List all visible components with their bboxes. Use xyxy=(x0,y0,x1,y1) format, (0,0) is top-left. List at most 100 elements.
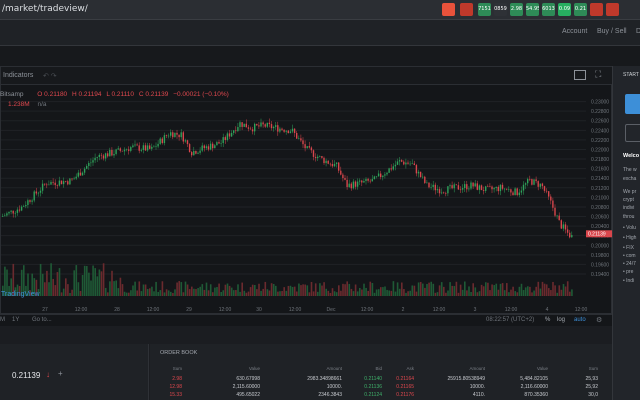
volume-bar xyxy=(191,286,193,296)
candle xyxy=(365,178,367,181)
candle xyxy=(157,143,159,147)
address-bar[interactable]: /market/tradeview/ xyxy=(2,4,88,14)
volume-bar xyxy=(222,290,225,296)
volume-bar xyxy=(472,283,474,296)
ext-54.95[interactable]: 54.95 xyxy=(526,3,539,16)
login-button[interactable] xyxy=(625,124,640,142)
order-book-cell[interactable]: 2983.34898661 xyxy=(307,376,342,382)
order-book-cell[interactable]: 10000. xyxy=(469,384,485,390)
price-tick: 0.21800 xyxy=(591,157,609,163)
candle xyxy=(182,132,184,142)
triangle-icon[interactable] xyxy=(460,3,473,16)
order-book-cell[interactable]: 25915.80538949 xyxy=(447,376,485,382)
order-book-cell[interactable]: 0.21140 xyxy=(364,376,382,382)
volume-bar xyxy=(23,265,25,296)
volume-bar xyxy=(443,286,445,296)
chart-settings-icon[interactable]: ⚙ xyxy=(596,317,603,324)
volume-bar xyxy=(424,287,426,296)
ext-0.21[interactable]: 0.21 xyxy=(574,3,587,16)
candle xyxy=(220,143,222,144)
volume-bar xyxy=(329,292,332,296)
order-book-cell[interactable]: 15.33 xyxy=(169,392,182,398)
volume-bar xyxy=(363,283,365,296)
tradingview-watermark[interactable]: TradingView xyxy=(1,291,40,298)
order-book-cell[interactable]: 0.21164 xyxy=(396,376,414,382)
order-book-cell[interactable]: 4110. xyxy=(472,392,485,398)
candle xyxy=(533,179,535,185)
order-book-cell[interactable]: 630.67998 xyxy=(236,376,260,382)
nav-more[interactable]: D xyxy=(636,28,640,35)
volume-bar xyxy=(205,282,208,296)
ext-6013[interactable]: 6013 xyxy=(542,3,555,16)
order-book-cell[interactable]: 0.21136 xyxy=(364,384,382,390)
ext-0859[interactable]: 0859 xyxy=(494,3,507,16)
order-book-cell[interactable]: 10000. xyxy=(326,384,342,390)
ext-7151[interactable]: 7151 xyxy=(478,3,491,16)
volume-bar xyxy=(54,285,57,296)
candle xyxy=(228,133,231,137)
time-tick: 12:00 xyxy=(433,307,446,313)
order-book-cell[interactable]: 25,92 xyxy=(585,384,598,390)
range-m[interactable]: M xyxy=(0,317,5,323)
range-1y[interactable]: 1Y xyxy=(12,317,20,323)
tradingview-chart[interactable]: Indicators ↶ ↷ ⛶ 0.23000 0.22800 0.22600 0.… xyxy=(0,66,613,314)
order-book-cell[interactable]: 2.98 xyxy=(172,376,182,382)
volume-bar xyxy=(60,292,63,296)
volume-bar xyxy=(81,274,84,296)
candle xyxy=(323,157,325,164)
chart-clock: 08:22:57 (UTC+2) xyxy=(486,317,535,323)
volume-bar xyxy=(115,280,117,296)
percent-toggle[interactable]: % xyxy=(545,317,551,323)
log-toggle[interactable]: log xyxy=(557,317,566,323)
candle xyxy=(333,163,336,167)
order-book-cell[interactable]: 2,116.60000 xyxy=(520,384,548,390)
order-book-cell[interactable]: 870.35360 xyxy=(524,392,548,398)
volume-bar xyxy=(512,286,514,296)
volume-bar xyxy=(228,285,231,296)
order-book-cell[interactable]: 0.21124 xyxy=(364,392,382,398)
layout-icon[interactable] xyxy=(574,70,586,80)
candle xyxy=(96,156,98,158)
chart-canvas[interactable]: 0.23000 0.22800 0.22600 0.22400 0.22200 0.220… xyxy=(1,84,613,314)
volume-bar xyxy=(207,290,210,296)
candle xyxy=(403,161,405,165)
last-price-label: 0.21139 xyxy=(588,231,606,237)
flag-icon[interactable] xyxy=(590,3,603,16)
ext-2.98[interactable]: 2.98 xyxy=(510,3,523,16)
order-book-cell[interactable]: 12.98 xyxy=(169,384,182,390)
goto-button[interactable]: Go to... xyxy=(32,317,52,323)
candle xyxy=(508,189,510,190)
add-button[interactable]: + xyxy=(58,369,63,378)
candle xyxy=(428,182,430,188)
ext-0.09[interactable]: 0.09 xyxy=(558,3,571,16)
header-strip xyxy=(0,46,640,66)
volume-bar xyxy=(474,287,477,296)
candle xyxy=(283,129,285,132)
candle xyxy=(461,187,464,190)
auto-toggle[interactable]: auto xyxy=(574,317,586,323)
brave-icon[interactable] xyxy=(442,3,455,16)
nav-buy-sell[interactable]: Buy / Sell xyxy=(597,28,627,35)
volume-bar xyxy=(83,265,86,296)
volume-bar xyxy=(245,292,248,296)
order-book-cell[interactable]: 5,484.82105 xyxy=(520,376,548,382)
candle xyxy=(8,211,10,214)
order-book-cell[interactable]: 30,0 xyxy=(588,392,598,398)
candle xyxy=(298,138,300,139)
order-book-cell[interactable]: 25,93 xyxy=(585,376,598,382)
indicators-button[interactable]: Indicators xyxy=(3,72,34,79)
volume-bar xyxy=(543,283,546,296)
nav-account[interactable]: Account xyxy=(562,28,588,35)
order-book-cell[interactable]: 2346.3843 xyxy=(318,392,342,398)
menu-icon[interactable] xyxy=(606,3,619,16)
order-book-cell[interactable]: 0.21176 xyxy=(396,392,414,398)
fullscreen-icon[interactable]: ⛶ xyxy=(595,69,602,79)
start-button[interactable] xyxy=(625,94,640,114)
undo-icon[interactable]: ↶ ↷ xyxy=(43,73,57,80)
candle xyxy=(144,145,147,151)
order-book-cell[interactable]: 0.21165 xyxy=(396,384,414,390)
order-book-cell[interactable]: 2,115.60000 xyxy=(232,384,260,390)
order-book-cell[interactable]: 495.65022 xyxy=(236,392,260,398)
candle xyxy=(35,191,37,194)
volume-bar xyxy=(482,286,485,296)
